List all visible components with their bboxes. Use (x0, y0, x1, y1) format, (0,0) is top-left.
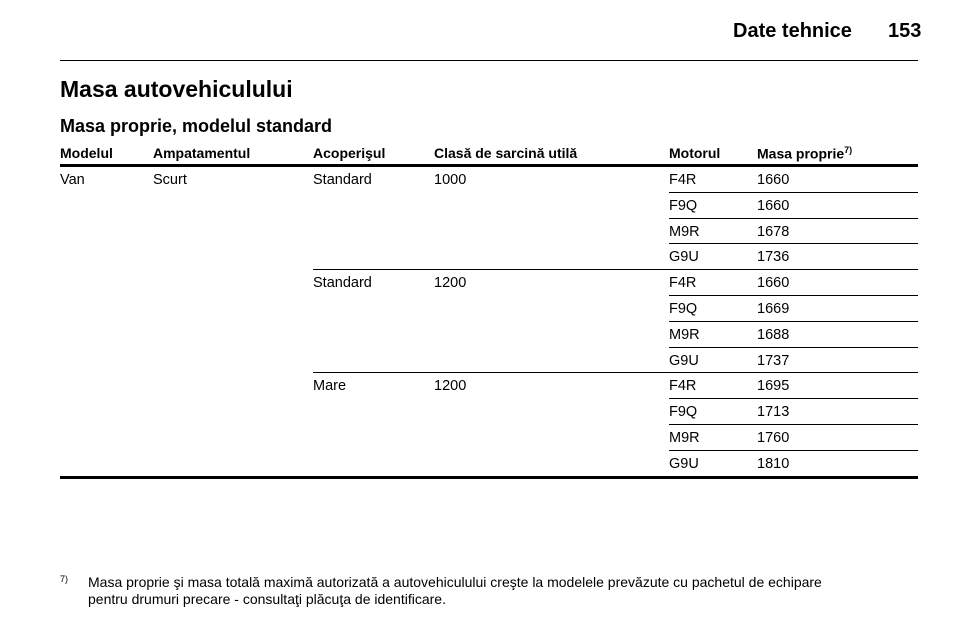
cell-engine: F9Q (669, 301, 698, 317)
cell-roof: Standard (313, 172, 372, 188)
row-rule (669, 191, 918, 193)
cell-engine: F9Q (669, 197, 698, 214)
column-header: Motorul (669, 145, 721, 161)
column-header: Acoperişul (313, 145, 386, 161)
row-rule (669, 243, 918, 245)
cell-mass: 1678 (757, 223, 790, 240)
cell-mass: 1695 (757, 378, 790, 395)
header-rule (60, 164, 918, 167)
cell-roof: Mare (313, 378, 347, 395)
cell-wheelbase: Scurt (153, 172, 187, 188)
row-rule (669, 424, 918, 425)
cell-roof: Standard (313, 275, 372, 292)
page-number: 153 (888, 20, 922, 42)
cell-mass: 1660 (757, 197, 790, 214)
row-rule (669, 346, 918, 348)
cell-mass: 1810 (757, 455, 790, 472)
row-rule (669, 295, 918, 296)
cell-mass: 1713 (757, 404, 790, 421)
row-rule (669, 320, 918, 322)
cell-mass: 1669 (757, 301, 790, 317)
section-title: Date tehnice (733, 20, 852, 42)
footnote-line: Masa proprie şi masa totală maximă autor… (88, 574, 822, 590)
cell-engine: G9U (669, 455, 699, 472)
row-rule (313, 269, 918, 271)
header-rule (60, 60, 918, 61)
subtitle: Masa proprie, modelul standard (60, 116, 333, 136)
row-rule (669, 398, 918, 400)
row-rule (669, 217, 918, 219)
row-rule (313, 372, 918, 374)
cell-model: Van (60, 172, 85, 188)
cell-engine: F4R (669, 172, 697, 188)
cell-engine: F4R (669, 275, 697, 292)
cell-engine: F9Q (669, 404, 698, 421)
cell-engine: G9U (669, 352, 699, 369)
cell-engine: M9R (669, 223, 700, 240)
column-header: Ampatamentul (153, 145, 251, 161)
row-rule (669, 449, 918, 451)
cell-mass: 1737 (757, 352, 790, 369)
cell-mass: 1660 (757, 275, 790, 292)
footnote-ref: 7) (844, 145, 853, 155)
cell-load: 1200 (434, 275, 467, 292)
cell-mass: 1760 (757, 430, 790, 446)
column-header: Clasă de sarcină utilă (434, 145, 578, 161)
cell-mass: 1736 (757, 249, 790, 266)
cell-load: 1000 (434, 172, 467, 188)
footnote-marker: 7) (60, 574, 69, 584)
cell-engine: F4R (669, 378, 697, 395)
column-header: Modelul (60, 145, 113, 161)
column-header: Masa proprie7) (757, 145, 853, 162)
cell-mass: 1688 (757, 326, 790, 343)
cell-engine: G9U (669, 249, 699, 266)
row-rule (60, 475, 918, 479)
footnote-line: pentru drumuri precare - consultaţi plăc… (88, 591, 446, 607)
cell-engine: M9R (669, 430, 700, 446)
cell-load: 1200 (434, 378, 467, 395)
title: Masa autovehiculului (60, 76, 293, 102)
cell-engine: M9R (669, 326, 700, 343)
cell-mass: 1660 (757, 172, 790, 188)
